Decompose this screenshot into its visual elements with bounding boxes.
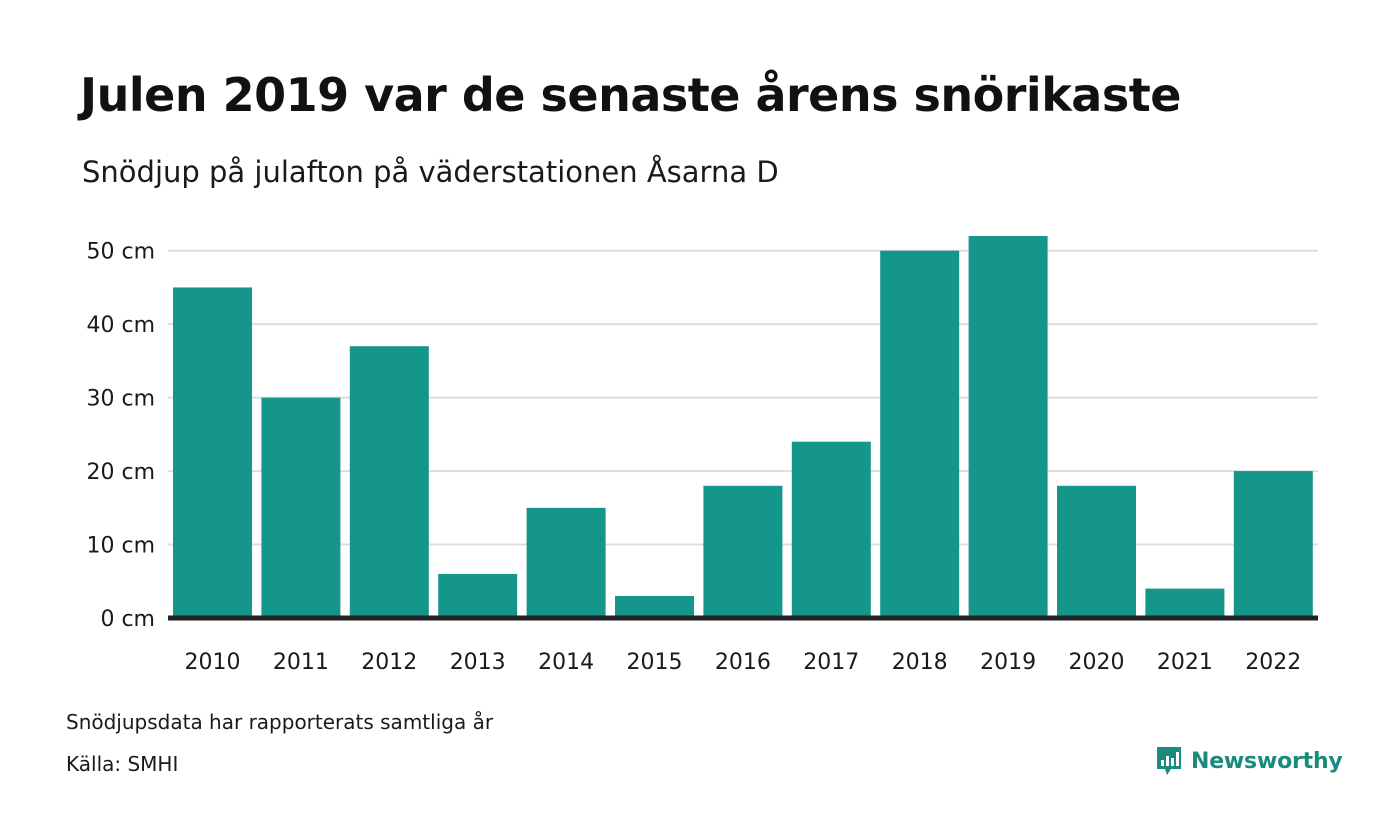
- bar: [349, 346, 429, 618]
- x-axis: 2010 2011 2012 2013 2014 2015 2016 2017 2018 2019…: [185, 650, 1302, 675]
- y-axis: 0 cm 10 cm 20 cm 30 cm 40 cm 50 cm: [86, 240, 155, 632]
- y-tick-label: 10 cm: [86, 534, 155, 559]
- x-tick-label: 2010: [185, 650, 241, 675]
- chart-title: Julen 2019 var de senaste årens snörikas…: [80, 68, 1181, 122]
- x-tick-label: 2019: [980, 650, 1036, 675]
- x-tick-label: 2021: [1157, 650, 1213, 675]
- x-tick-label: 2020: [1069, 650, 1125, 675]
- bar: [1057, 485, 1136, 618]
- x-tick-label: 2012: [361, 650, 417, 675]
- bar: [1233, 471, 1313, 618]
- x-tick-label: 2016: [715, 650, 771, 675]
- bar: [261, 397, 341, 618]
- chart-subtitle: Snödjup på julafton på väderstationen Ås…: [82, 155, 779, 189]
- bar: [968, 236, 1048, 618]
- bar: [791, 441, 871, 618]
- y-tick-label: 20 cm: [86, 460, 155, 485]
- brand-name: Newsworthy: [1191, 748, 1343, 774]
- x-tick-label: 2011: [273, 650, 329, 675]
- y-tick-label: 0 cm: [100, 607, 155, 632]
- y-tick-label: 40 cm: [86, 313, 155, 338]
- x-tick-label: 2022: [1245, 650, 1301, 675]
- x-tick-label: 2013: [450, 650, 506, 675]
- y-tick-label: 50 cm: [86, 240, 155, 265]
- bar: [880, 250, 960, 618]
- y-tick-label: 30 cm: [86, 387, 155, 412]
- bar: [703, 485, 783, 618]
- bar: [526, 507, 606, 618]
- x-tick-label: 2017: [803, 650, 859, 675]
- x-tick-label: 2014: [538, 650, 594, 675]
- bar: [173, 287, 252, 618]
- bar: [438, 573, 518, 618]
- newsworthy-logo-icon: [1157, 747, 1181, 775]
- bar-layer: [168, 236, 1318, 621]
- x-tick-label: 2015: [627, 650, 683, 675]
- brand: Newsworthy: [1155, 745, 1343, 777]
- source-note: Källa: SMHI: [66, 752, 179, 776]
- bar: [1145, 588, 1225, 618]
- x-tick-label: 2018: [892, 650, 948, 675]
- bar: [615, 595, 694, 618]
- footnote: Snödjupsdata har rapporterats samtliga å…: [66, 710, 494, 734]
